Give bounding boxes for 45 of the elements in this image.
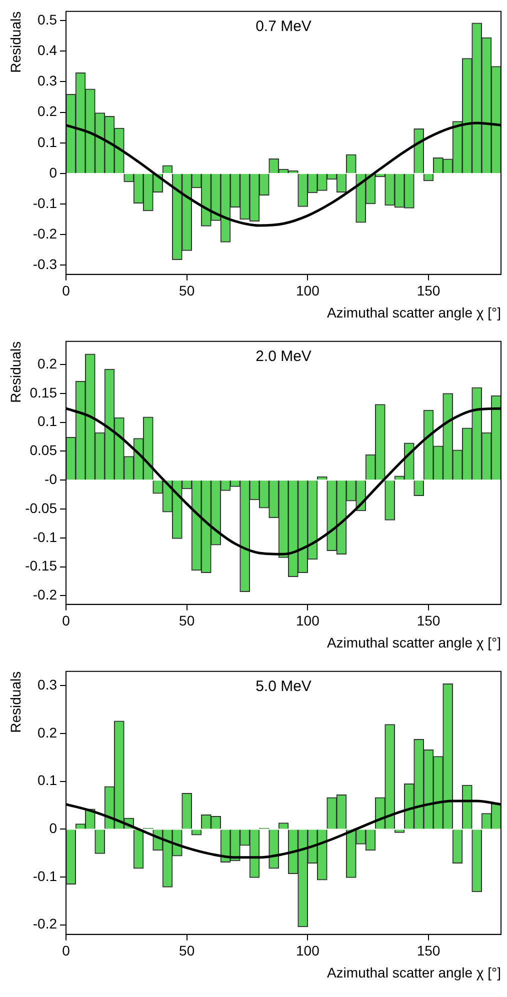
y-tick-label: -0.15	[25, 558, 58, 574]
y-tick-label: 0.2	[38, 724, 58, 740]
y-tick-label: -0.2	[32, 226, 58, 242]
y-tick-label: 0.3	[38, 676, 58, 693]
text: 2.0 MeV	[256, 348, 312, 366]
y-tick-label: 0.1	[38, 413, 58, 430]
x-tick-label: 50	[179, 612, 195, 629]
x-tick-label: 150	[416, 942, 440, 959]
y-tick-label: -0.2	[32, 916, 58, 932]
x-tick-label: 150	[416, 282, 440, 299]
y-tick-label: -0	[44, 470, 58, 487]
y-tick-label: 0.5	[38, 11, 58, 28]
y-tick-label: -0.1	[32, 528, 58, 545]
y-tick-label: -0.1	[32, 194, 58, 211]
y-tick-label: 0.1	[38, 134, 58, 150]
y-tick-label: 0.1	[38, 772, 58, 788]
y-axis-title: Residuals	[7, 671, 24, 733]
x-tick-label: 100	[296, 942, 320, 959]
x-tick-label: 0	[62, 282, 70, 299]
y-tick-label: -0.2	[32, 586, 58, 603]
y-axis-title: Residuals	[7, 341, 24, 403]
y-tick-label: 0.2	[38, 103, 58, 120]
x-axis-title: Azimuthal scatter angle χ [°]	[326, 304, 501, 320]
x-axis-title: Azimuthal scatter angle χ [°]	[326, 964, 501, 980]
y-tick-label: 0.4	[38, 42, 58, 58]
y-tick-label: 0.3	[38, 72, 58, 89]
text: 5.0 MeV	[256, 678, 312, 696]
y-tick-label: 0	[49, 820, 58, 836]
y-tick-label: 0	[49, 164, 58, 180]
text: 0.7 MeV	[256, 18, 312, 36]
y-tick-label: 0.15	[30, 384, 58, 400]
x-tick-label: 50	[179, 282, 195, 299]
y-tick-label: -0.3	[32, 256, 58, 272]
y-tick-label: -0.1	[32, 868, 58, 884]
x-tick-label: 100	[296, 612, 320, 629]
x-tick-label: 0	[62, 612, 70, 629]
y-tick-label: -0.05	[25, 500, 58, 516]
x-tick-label: 50	[179, 942, 195, 959]
x-tick-label: 150	[416, 612, 440, 629]
x-tick-label: 0	[62, 942, 70, 959]
x-tick-label: 100	[296, 282, 320, 299]
y-tick-label: 0.2	[38, 355, 58, 372]
x-axis-title: Azimuthal scatter angle χ [°]	[326, 634, 501, 650]
y-tick-label: 0.05	[30, 442, 58, 458]
y-axis-title: Residuals	[7, 11, 24, 73]
